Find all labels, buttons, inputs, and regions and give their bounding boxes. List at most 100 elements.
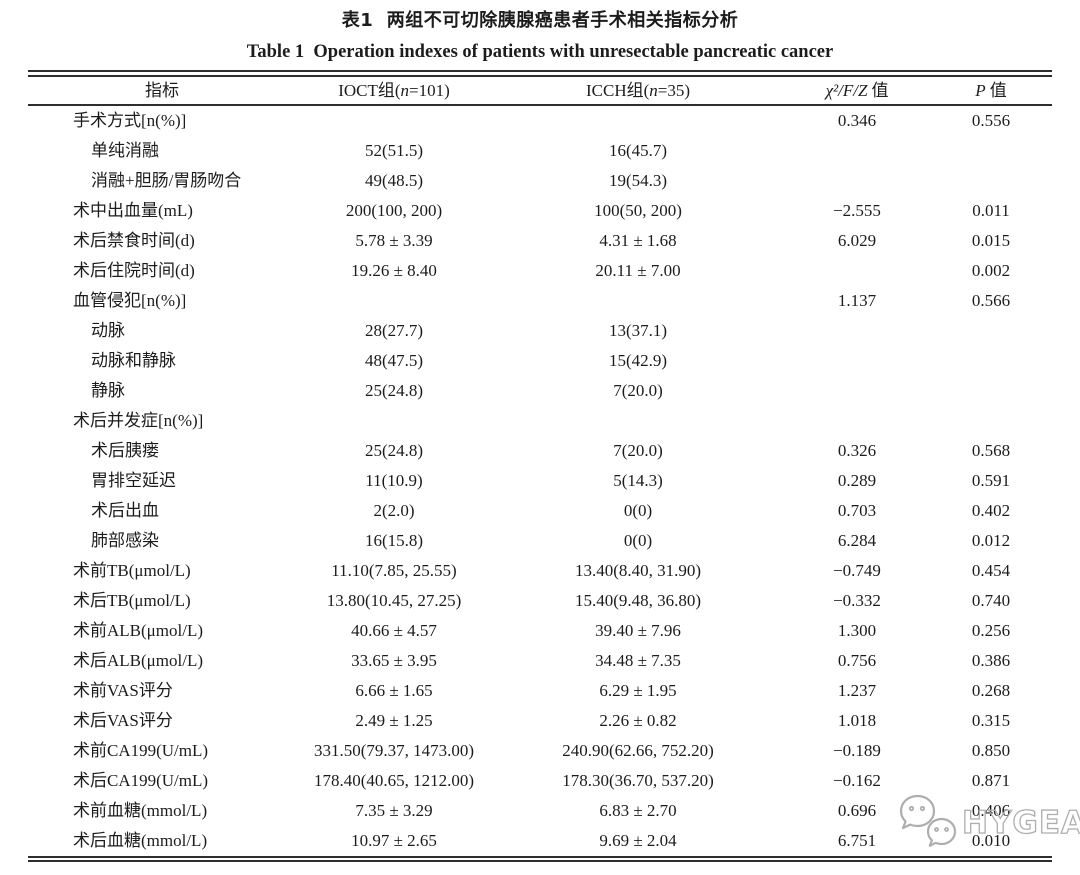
indicator-cell: 术前ALB(μmol/L) [73,621,203,640]
icch-value-cell [492,286,784,316]
indicator-cell: 术后出血 [91,501,159,520]
statistic-value-cell: 1.237 [837,681,877,700]
p-value-cell: 0.850 [971,741,1011,760]
ioct-value-cell: 200(100, 200) [345,201,443,220]
table-row: 血管侵犯[n(%)] 1.137 0.566 [28,286,1052,316]
column-header-icch-group: ICCH组(n=35) [492,77,784,106]
indicator-cell: 术后并发症[n(%)] [73,411,204,430]
p-value-cell: 0.454 [971,561,1011,580]
table-row: 术后TB(μmol/L) 13.80(10.45, 27.25) 15.40(9… [28,586,1052,616]
statistic-value-cell: 0.289 [837,471,877,490]
ioct-value-cell: 52(51.5) [364,141,424,160]
ioct-value-cell: 48(47.5) [364,351,424,370]
icch-value-cell: 34.48 ± 7.35 [595,651,681,670]
p-value-cell [930,406,1052,436]
table-row: 术后血糖(mmol/L) 10.97 ± 2.65 9.69 ± 2.04 6.… [28,826,1052,856]
ioct-value-cell: 13.80(10.45, 27.25) [326,591,462,610]
icch-value-cell: 9.69 ± 2.04 [599,831,677,850]
ioct-value-cell: 16(15.8) [364,531,424,550]
ioct-value-cell: 11.10(7.85, 25.55) [331,561,457,580]
indicator-cell: 消融+胆肠/胃肠吻合 [91,171,242,190]
table-row: 静脉 25(24.8) 7(20.0) [28,376,1052,406]
table-bottom-rule [28,856,1052,862]
indicator-cell: 术后CA199(U/mL) [73,771,209,790]
table-title-english: Table 1 Operation indexes of patients wi… [246,42,834,62]
indicator-cell: 血管侵犯[n(%)] [73,291,187,310]
statistic-value-cell: 0.326 [837,441,877,460]
ioct-value-cell: 28(27.7) [364,321,424,340]
indicator-cell: 动脉和静脉 [91,351,176,370]
ioct-value-cell: 49(48.5) [364,171,424,190]
p-value-cell [930,166,1052,196]
table-row: 术后ALB(μmol/L) 33.65 ± 3.95 34.48 ± 7.35 … [28,646,1052,676]
ioct-value-cell [296,105,492,136]
ioct-value-cell: 331.50(79.37, 1473.00) [313,741,475,760]
icch-value-cell: 178.30(36.70, 537.20) [562,771,714,790]
indicator-cell: 动脉 [91,321,125,340]
statistic-value-cell [784,136,930,166]
icch-value-cell: 5(14.3) [613,471,663,490]
p-value-cell: 0.011 [972,201,1010,220]
icch-value-cell: 7(20.0) [613,381,663,400]
table-row: 术后出血 2(2.0) 0(0) 0.703 0.402 [28,496,1052,526]
p-value-cell: 0.402 [971,501,1011,520]
p-value-cell: 0.406 [971,801,1011,820]
statistic-value-cell [784,256,930,286]
statistic-value-cell [784,166,930,196]
ioct-value-cell: 10.97 ± 2.65 [351,831,437,850]
indicator-cell: 术后禁食时间(d) [73,231,195,250]
statistic-value-cell: −0.749 [833,561,881,580]
icch-value-cell: 0(0) [623,501,653,520]
statistic-value-cell [784,316,930,346]
indicator-cell: 术后胰瘘 [91,441,159,460]
p-value-cell [930,376,1052,406]
icch-value-cell: 100(50, 200) [594,201,682,220]
table-row: 术前TB(μmol/L) 11.10(7.85, 25.55) 13.40(8.… [28,556,1052,586]
ioct-value-cell: 6.66 ± 1.65 [355,681,433,700]
icch-value-cell: 2.26 ± 0.82 [599,711,677,730]
ioct-value-cell: 40.66 ± 4.57 [351,621,437,640]
icch-value-cell: 15.40(9.48, 36.80) [574,591,702,610]
indicator-header-label: 指标 [145,81,179,100]
statistic-value-cell: 6.751 [837,831,877,850]
ioct-value-cell: 2.49 ± 1.25 [355,711,433,730]
indicator-cell: 术前TB(μmol/L) [73,561,191,580]
icch-value-cell: 15(42.9) [608,351,668,370]
table-row: 手术方式[n(%)] 0.346 0.556 [28,105,1052,136]
p-value-cell: 0.268 [971,681,1011,700]
p-value-cell: 0.871 [971,771,1011,790]
table-row: 术后并发症[n(%)] [28,406,1052,436]
icch-value-cell: 6.29 ± 1.95 [599,681,677,700]
icch-value-cell: 20.11 ± 7.00 [595,261,681,280]
p-value-cell: 0.556 [971,111,1011,130]
p-value-cell: 0.010 [971,831,1011,850]
indicator-cell: 静脉 [91,381,125,400]
icch-value-cell: 6.83 ± 2.70 [599,801,677,820]
table-row: 动脉和静脉 48(47.5) 15(42.9) [28,346,1052,376]
ioct-value-cell: 11(10.9) [365,471,423,490]
p-value-cell: 0.012 [971,531,1011,550]
icch-value-cell: 39.40 ± 7.96 [595,621,681,640]
statistic-value-cell: −0.332 [833,591,881,610]
p-value-cell: 0.386 [971,651,1011,670]
icch-value-cell [492,105,784,136]
p-value-cell [930,316,1052,346]
table-row: 术前CA199(U/mL) 331.50(79.37, 1473.00) 240… [28,736,1052,766]
p-value-cell: 0.740 [971,591,1011,610]
statistic-value-cell: 1.300 [837,621,877,640]
column-header-indicator: 指标 [28,77,296,106]
table-row: 术后住院时间(d) 19.26 ± 8.40 20.11 ± 7.00 0.00… [28,256,1052,286]
p-value-cell [930,136,1052,166]
p-value-cell: 0.591 [971,471,1011,490]
indicator-cell: 术前CA199(U/mL) [73,741,209,760]
statistic-value-cell: 6.284 [837,531,877,550]
ioct-value-cell [296,286,492,316]
ioct-value-cell: 2(2.0) [373,501,415,520]
indicator-cell: 手术方式[n(%)] [73,111,187,130]
p-value-cell: 0.256 [971,621,1011,640]
p-value-cell: 0.566 [971,291,1011,310]
